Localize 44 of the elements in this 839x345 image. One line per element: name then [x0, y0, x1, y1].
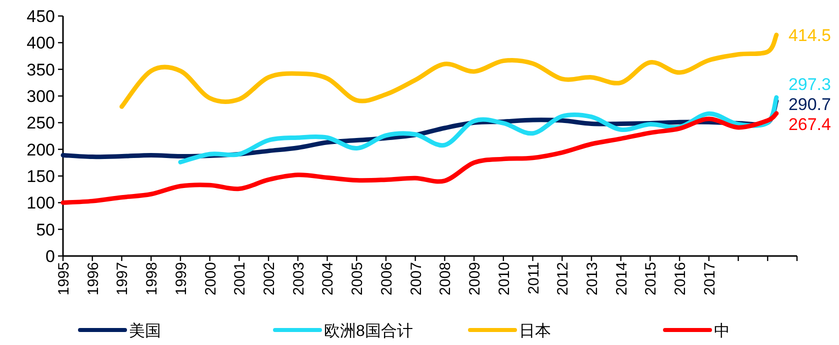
y-tick-label: 200 [26, 140, 55, 160]
x-tick-label: 1995 [56, 262, 72, 296]
line-series [119, 32, 779, 109]
legend-label: 美国 [129, 322, 161, 340]
legend-label: 日本 [519, 322, 551, 340]
x-tick-label: 2013 [584, 262, 601, 296]
data-label: 290.7 [788, 94, 831, 114]
data-label: 414.5 [788, 26, 831, 45]
y-tick-label: 50 [36, 220, 55, 240]
y-tick-label: 350 [26, 60, 55, 80]
x-tick-label: 1999 [172, 262, 190, 296]
x-tick-label: 2007 [408, 262, 425, 296]
x-tick-label: 2002 [261, 262, 278, 296]
x-tick-label: 1996 [84, 262, 102, 296]
data-label: 297.3 [788, 74, 831, 94]
y-tick-label: 300 [26, 87, 55, 106]
legend-label: 欧洲8国合计 [324, 322, 413, 340]
legend-label: 中 [714, 322, 730, 340]
x-tick-label: 2014 [613, 262, 630, 296]
y-tick-label: 400 [26, 34, 55, 53]
x-tick-label: 2008 [437, 262, 454, 296]
x-tick-label: 1998 [144, 262, 161, 296]
y-tick-label: 0 [46, 247, 55, 266]
y-tick-label: 250 [26, 114, 55, 133]
x-tick-label: 2016 [672, 262, 690, 296]
line-series [178, 95, 779, 164]
x-tick-label: 2011 [525, 262, 542, 294]
x-tick-label: 2004 [320, 262, 337, 296]
x-tick-label: 2017 [701, 262, 718, 296]
y-tick-label: 100 [26, 194, 55, 213]
data-label: 267.4 [788, 114, 831, 134]
x-tick-label: 2000 [202, 262, 220, 296]
x-tick-label: 2009 [466, 262, 484, 296]
x-tick-label: 2006 [378, 262, 396, 296]
x-tick-label: 2003 [290, 262, 308, 296]
x-tick-label: 2001 [232, 262, 249, 296]
y-tick-label: 150 [26, 167, 55, 186]
x-tick-label: 2012 [554, 262, 572, 296]
y-tick-label: 450 [26, 7, 55, 26]
x-tick-label: 2005 [349, 262, 366, 296]
x-tick-label: 1997 [114, 262, 132, 296]
line-series [60, 111, 779, 205]
x-tick-label: 2010 [496, 262, 513, 296]
x-tick-label: 2015 [642, 262, 660, 296]
